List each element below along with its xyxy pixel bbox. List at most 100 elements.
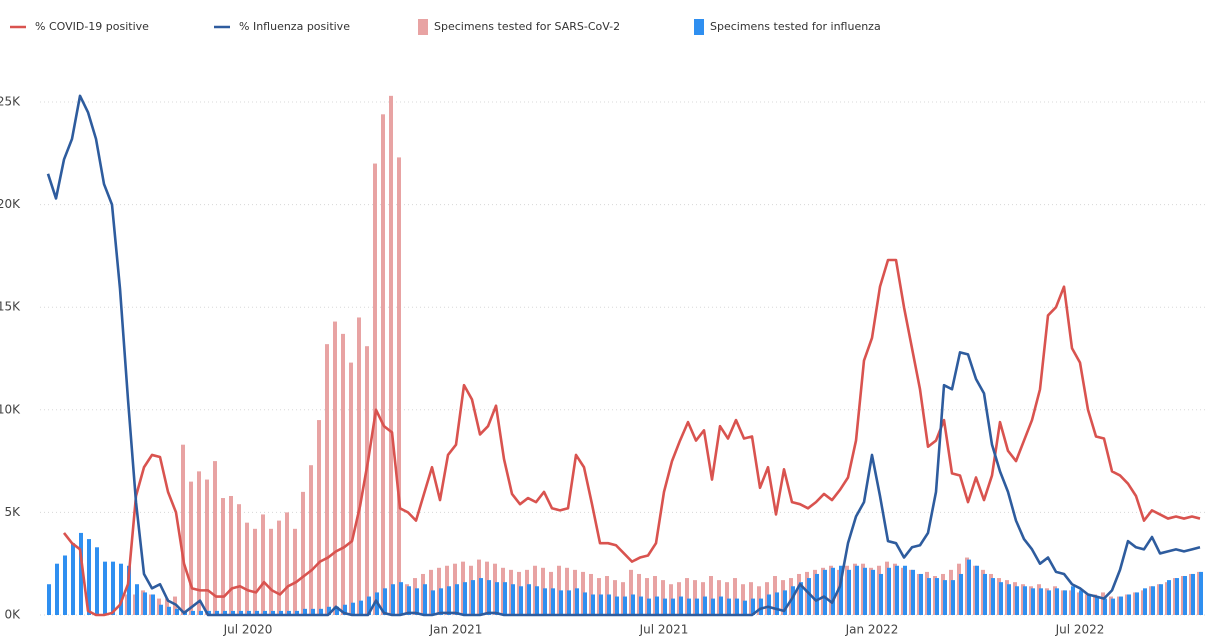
bar [261,514,265,615]
bar [231,610,235,615]
bar [709,576,713,615]
y-tick-label: 15K [0,300,21,314]
bar [341,333,345,615]
bar [487,580,491,615]
bar [285,512,289,615]
bar [839,565,843,615]
bar [143,592,147,615]
bar [551,588,555,615]
bar [223,610,227,615]
bar [591,594,595,615]
bar [173,596,177,615]
bar [1015,586,1019,615]
bar [317,420,321,615]
bar [367,596,371,615]
bar [63,555,67,615]
bar [463,582,467,615]
bar [1199,571,1203,615]
bar [455,584,459,615]
bar [237,504,241,615]
legend-label: Specimens tested for SARS-CoV-2 [434,20,620,33]
y-tick-label: 5K [4,505,21,519]
bar [1119,596,1123,615]
bar [229,495,233,615]
bars [47,95,1203,616]
bar [927,578,931,615]
bar [269,528,273,615]
bar [397,157,401,616]
bar [181,444,185,615]
bar [127,565,131,615]
bar [685,578,689,615]
bar [645,578,649,615]
bar [1175,578,1179,615]
bar [159,604,163,615]
bar [741,584,745,615]
x-tick-label: Jul 2021 [639,623,689,637]
bar [309,465,313,615]
x-tick-label: Jul 2022 [1055,623,1105,637]
bar [1039,588,1043,615]
bar [327,606,331,615]
bar [479,578,483,615]
bar [791,586,795,615]
bar [189,481,193,615]
bar [381,114,385,615]
bar [383,588,387,615]
bar [575,588,579,615]
bar [1071,586,1075,615]
bar [687,598,691,615]
bar [527,584,531,615]
bar [1135,592,1139,615]
bar [111,561,115,615]
bar [1095,596,1099,615]
bar [919,573,923,615]
bar [253,528,257,615]
bar [1111,598,1115,615]
bar [1191,573,1195,615]
bar [831,567,835,615]
bar [719,596,723,615]
bar [759,598,763,615]
bar [727,598,731,615]
bar [783,590,787,615]
bar [567,590,571,615]
bar [639,596,643,615]
bar [967,559,971,615]
bar [983,573,987,615]
bar [439,588,443,615]
bar [863,567,867,615]
bar [975,565,979,615]
bar [495,582,499,615]
bar [79,532,83,615]
bar [47,584,51,615]
bar [959,573,963,615]
bar [471,580,475,615]
bar [213,461,217,615]
bar [1103,598,1107,615]
bar [205,479,209,615]
bar [247,610,251,615]
bar [311,608,315,615]
bar [351,602,355,615]
bar [303,608,307,615]
bar [615,596,619,615]
bar [823,569,827,615]
line [62,258,1201,617]
bar [623,596,627,615]
bar [661,580,665,615]
bar [263,610,267,615]
bar [991,578,995,615]
bar [903,565,907,615]
bar [895,565,899,615]
legend: % COVID-19 positive % Influenza positive S… [10,19,881,35]
bar [1151,586,1155,615]
bar [175,608,179,615]
bar [343,604,347,615]
bar [607,594,611,615]
legend-swatch [694,19,704,35]
bar [103,561,107,615]
bar [583,592,587,615]
legend-label: % Influenza positive [239,20,350,33]
